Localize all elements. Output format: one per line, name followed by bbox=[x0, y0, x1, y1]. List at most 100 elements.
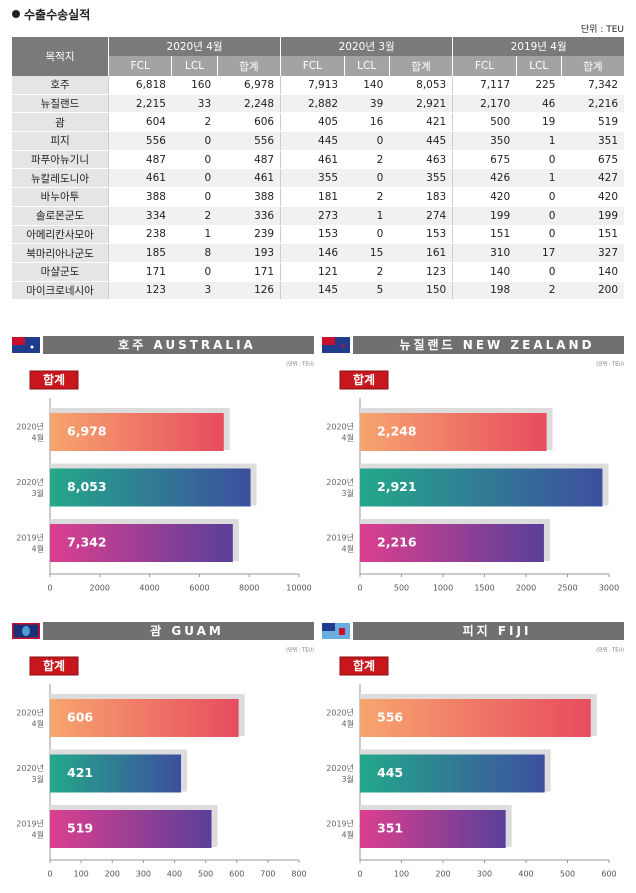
cell: 0 bbox=[171, 131, 218, 151]
category-label: 4월 bbox=[32, 830, 44, 840]
cell: 1 bbox=[344, 206, 390, 226]
flag bbox=[322, 337, 335, 345]
cell: 0 bbox=[171, 150, 218, 170]
cell: 2 bbox=[516, 281, 562, 301]
destination: 바누아투 bbox=[12, 187, 109, 207]
chart-title: 뉴질랜드 NEW ZEALAND bbox=[399, 337, 594, 352]
cell: 463 bbox=[389, 150, 453, 170]
cell: 8,053 bbox=[389, 76, 453, 95]
export-table: 목적지 2020년 4월 2020년 3월 2019년 4월 FCL LCL 합계 FCL LC… bbox=[12, 37, 624, 301]
x-tick-label: 0 bbox=[47, 584, 52, 593]
cell: 327 bbox=[561, 243, 624, 263]
cell: 2 bbox=[344, 150, 390, 170]
sub-header: 합계 bbox=[216, 56, 281, 76]
cell: 0 bbox=[516, 187, 562, 207]
cell: 310 bbox=[452, 243, 517, 263]
chart-unit: (단위 : TEU) bbox=[286, 361, 314, 368]
cell: 445 bbox=[280, 131, 345, 151]
table-row: 호주 6,818 160 6,978 7,913 140 8,053 7,117 225 7,34… bbox=[12, 76, 624, 95]
x-tick-label: 400 bbox=[167, 870, 182, 879]
destination: 뉴질랜드 bbox=[12, 94, 109, 114]
cell: 519 bbox=[561, 112, 624, 133]
x-tick-label: 500 bbox=[394, 584, 409, 593]
cell: 420 bbox=[452, 187, 517, 207]
category-label: 4월 bbox=[342, 544, 354, 554]
bar bbox=[50, 413, 224, 451]
badge-label: 합계 bbox=[353, 658, 375, 673]
bar bbox=[50, 524, 233, 562]
destination: 호주 bbox=[12, 76, 109, 95]
destination: 마샬군도 bbox=[12, 262, 109, 282]
cell: 334 bbox=[107, 206, 172, 226]
category-label: 2019년 bbox=[16, 819, 44, 829]
cell: 7,913 bbox=[280, 76, 345, 95]
value-label: 2,248 bbox=[377, 424, 417, 439]
cell: 151 bbox=[452, 225, 517, 245]
x-tick-label: 1000 bbox=[433, 584, 453, 593]
x-tick-label: 2500 bbox=[557, 584, 577, 593]
x-tick-label: 600 bbox=[601, 870, 616, 879]
cell: 126 bbox=[217, 281, 281, 301]
header-row: 목적지 2020년 4월 2020년 3월 2019년 4월 bbox=[12, 37, 624, 76]
cell: 336 bbox=[217, 206, 281, 226]
badge-label: 합계 bbox=[43, 372, 65, 387]
cell: 33 bbox=[171, 94, 218, 114]
cell: 420 bbox=[561, 187, 624, 207]
table-row: 파푸아뉴기니 487 0 487 461 2 463 675 0 675 bbox=[12, 150, 624, 170]
x-tick-label: 0 bbox=[357, 584, 362, 593]
cell: 461 bbox=[217, 168, 281, 189]
cell: 153 bbox=[280, 225, 345, 245]
table-head: 목적지 2020년 4월 2020년 3월 2019년 4월 FCL LCL 합계 FCL LC… bbox=[12, 37, 624, 76]
sub-header: FCL bbox=[452, 56, 517, 76]
cell: 675 bbox=[561, 150, 624, 170]
category-label: 2020년 bbox=[326, 763, 354, 773]
x-tick-label: 100 bbox=[73, 870, 88, 879]
badge bbox=[29, 370, 79, 390]
destination: 피지 bbox=[12, 131, 109, 151]
bar bbox=[50, 810, 212, 848]
table-row: 솔로몬군도 334 2 336 273 1 274 199 0 199 bbox=[12, 206, 624, 226]
category-label: 4월 bbox=[342, 830, 354, 840]
category-label: 2020년 bbox=[16, 763, 44, 773]
x-tick-label: 2000 bbox=[516, 584, 536, 593]
x-tick-label: 100 bbox=[394, 870, 409, 879]
flag bbox=[22, 626, 30, 636]
cell: 185 bbox=[107, 243, 172, 263]
x-tick-label: 200 bbox=[105, 870, 120, 879]
cell: 199 bbox=[452, 206, 517, 226]
cell: 0 bbox=[516, 150, 562, 170]
cell: 388 bbox=[107, 187, 172, 207]
title-bar bbox=[43, 336, 314, 354]
cell: 140 bbox=[452, 262, 517, 282]
group-header: 2019년 4월 bbox=[452, 37, 624, 56]
chart-title: 피지 FIJI bbox=[463, 623, 532, 638]
x-tick-label: 3000 bbox=[599, 584, 619, 593]
cell: 2 bbox=[171, 206, 218, 226]
category-label: 2019년 bbox=[326, 819, 354, 829]
cell: 161 bbox=[389, 243, 453, 263]
table-row: 괌 604 2 606 405 16 421 500 19 519 bbox=[12, 112, 624, 133]
value-label: 421 bbox=[67, 765, 93, 780]
cell: 500 bbox=[452, 112, 517, 133]
x-tick-label: 200 bbox=[435, 870, 450, 879]
title-bar bbox=[43, 622, 314, 640]
cell: 153 bbox=[389, 225, 453, 245]
group-header: 2020년 4월 bbox=[107, 37, 281, 56]
category-label: 4월 bbox=[32, 719, 44, 729]
cell: 675 bbox=[452, 150, 517, 170]
title-bar bbox=[353, 622, 624, 640]
flag bbox=[322, 623, 335, 631]
bar bbox=[360, 468, 603, 507]
table-row: 아메리칸사모아 238 1 239 153 0 153 151 0 151 bbox=[12, 225, 624, 245]
cell: 15 bbox=[344, 243, 390, 263]
category-label: 2020년 bbox=[326, 708, 354, 718]
cell: 461 bbox=[280, 150, 345, 170]
x-tick-label: 300 bbox=[136, 870, 151, 879]
bar bbox=[50, 468, 251, 507]
destination: 아메리칸사모아 bbox=[12, 225, 109, 245]
cell: 426 bbox=[452, 168, 517, 189]
cell: 556 bbox=[107, 131, 172, 151]
section-title: 수출수송실적 bbox=[12, 6, 90, 23]
badge bbox=[339, 656, 389, 676]
